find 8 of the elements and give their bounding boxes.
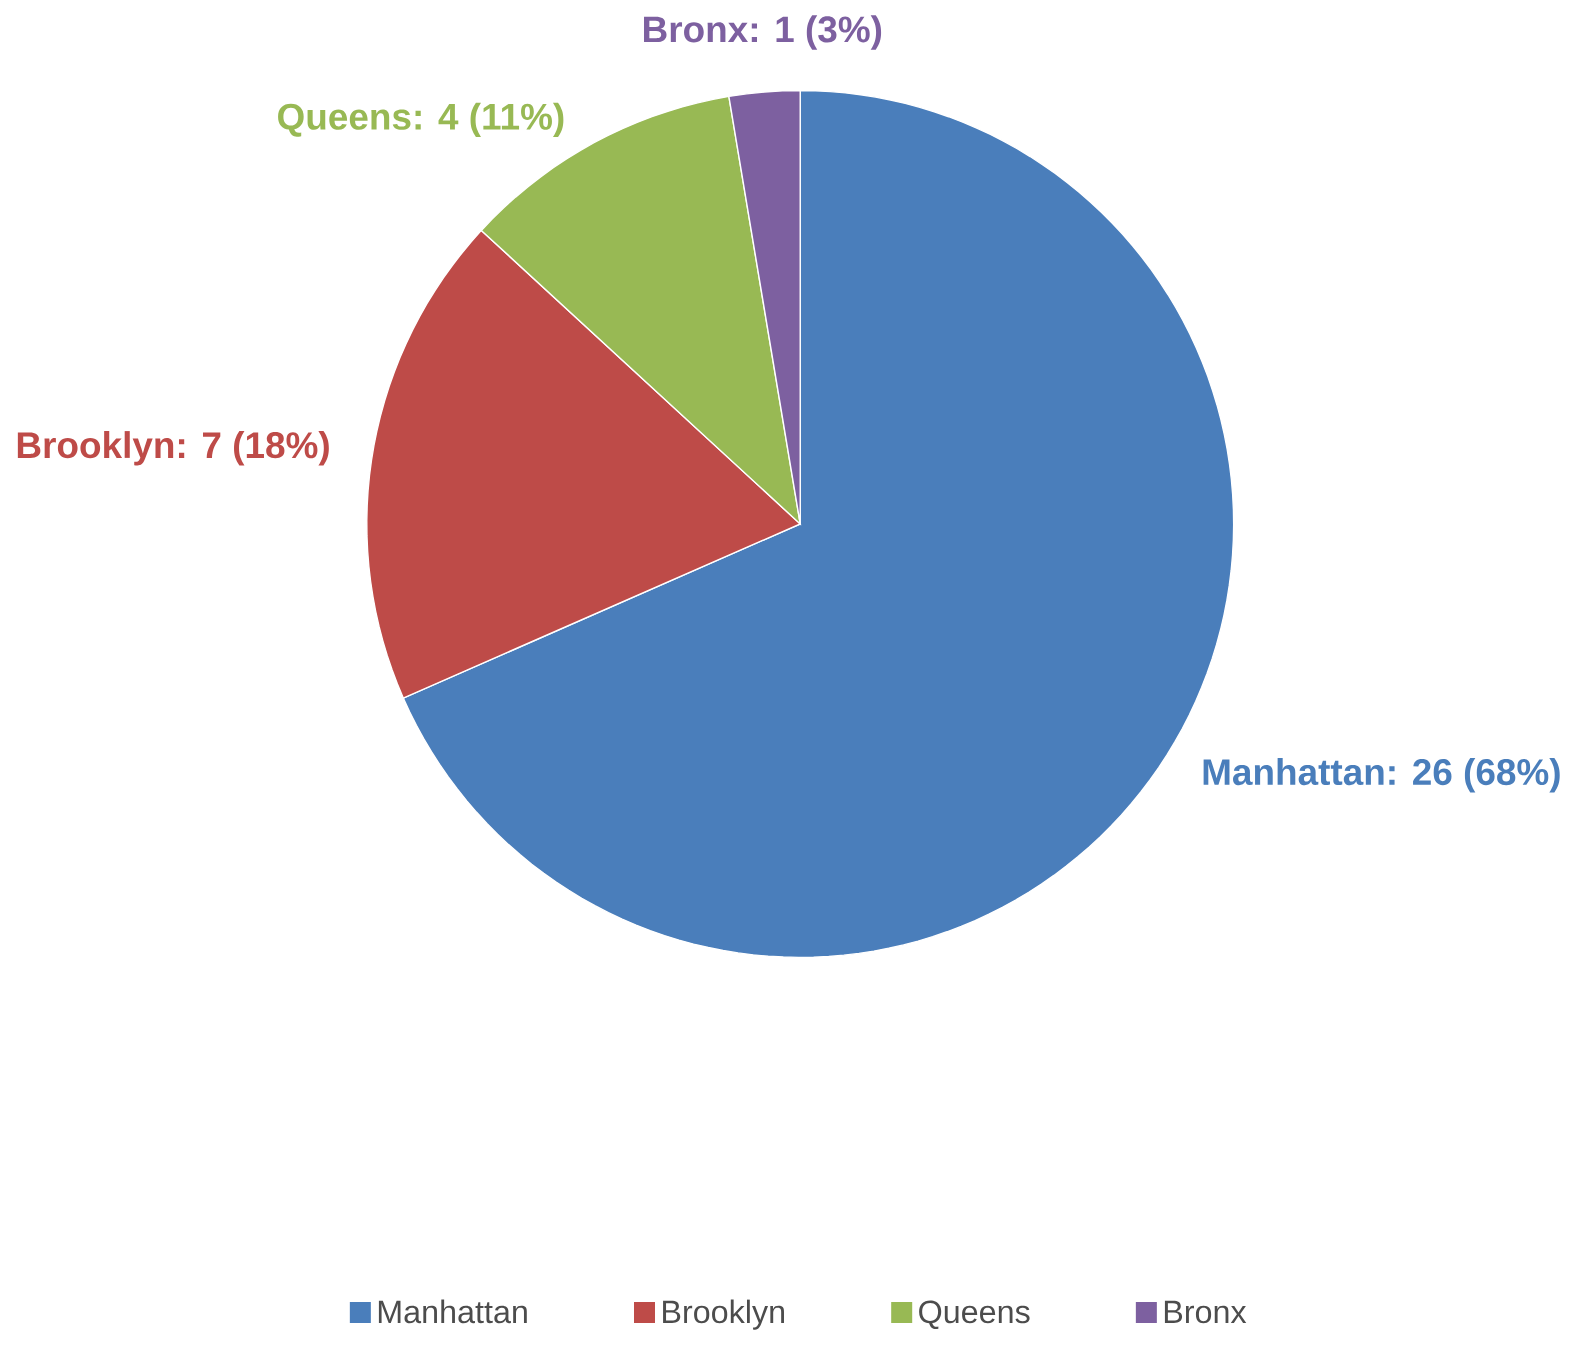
legend-label: Bronx: [1164, 1300, 1247, 1324]
data-label: Brooklyn: 7 (18%): [17, 431, 329, 466]
legend-label: Queens: [919, 1300, 1030, 1330]
data-label: Queens: 4 (11%): [278, 102, 564, 138]
data-label: Bronx: 1 (3%): [644, 15, 882, 50]
data-label: Manhattan: 26 (68%): [1203, 757, 1560, 793]
legend-label: Brooklyn: [663, 1299, 784, 1330]
legend-label: Manhattan: [378, 1299, 527, 1324]
